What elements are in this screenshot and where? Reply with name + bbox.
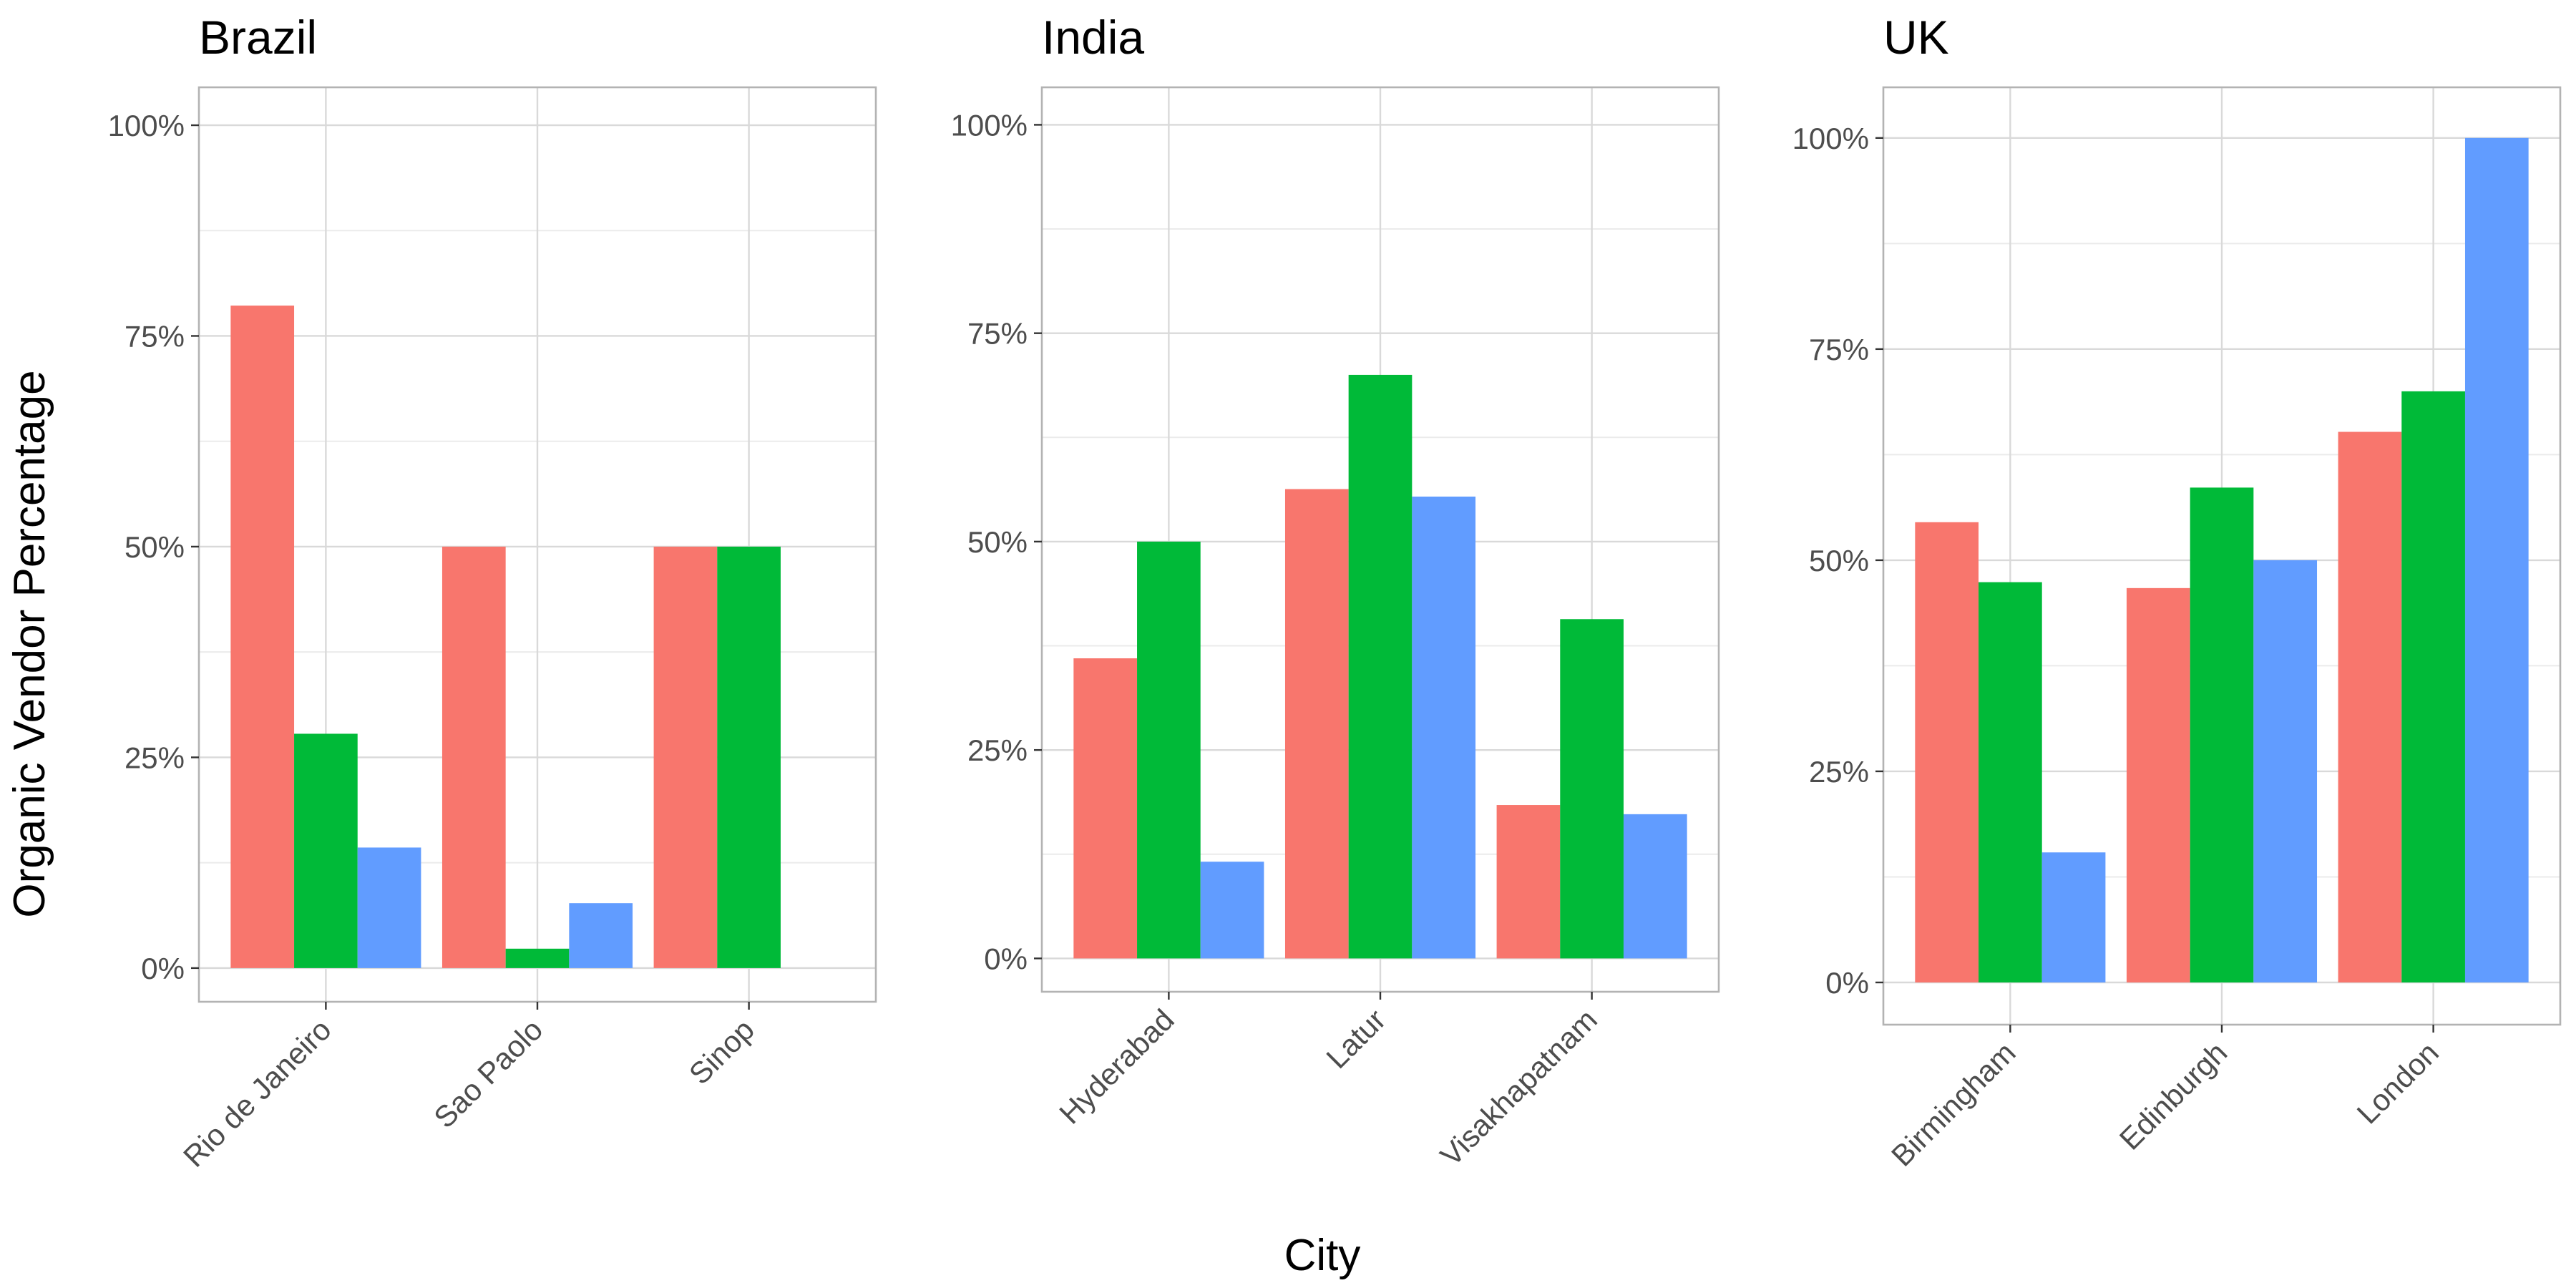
bar-visakhapatnam-s1 xyxy=(1496,805,1561,959)
y-axis-title: Organic Vendor Percentage xyxy=(5,370,54,917)
y-tick-label: 25% xyxy=(125,741,185,774)
bar-london-s2 xyxy=(2401,391,2465,982)
x-tick-label: Rio de Janeiro xyxy=(177,1013,338,1174)
bar-hyderabad-s3 xyxy=(1200,862,1264,959)
bar-birmingham-s1 xyxy=(1915,522,1979,982)
y-tick-label: 50% xyxy=(1809,544,1869,577)
x-axis-title: City xyxy=(1284,1231,1361,1280)
panels: Brazil 0% 25% 50% 75% 100% Rio de Janeiro Sao P… xyxy=(108,11,2562,1174)
bar-rio-de-janeiro-s1 xyxy=(230,306,295,968)
y-tick-label: 25% xyxy=(967,733,1028,767)
bar-london-s3 xyxy=(2464,137,2529,982)
panel-title: India xyxy=(1042,11,1144,64)
panel-india: India 0% 25% 50% 75% 100% Hyderabad Latur Visakh… xyxy=(951,11,1720,1173)
x-tick-label: Birmingham xyxy=(1885,1035,2022,1173)
bar-hyderabad-s2 xyxy=(1137,541,1201,959)
bar-rio-de-janeiro-s3 xyxy=(357,847,421,968)
y-tick-label: 25% xyxy=(1809,755,1869,789)
bar-sao-paolo-s2 xyxy=(505,948,570,968)
x-tick-label: London xyxy=(2351,1035,2445,1130)
panel-title: UK xyxy=(1883,11,1949,64)
y-tick-label: 0% xyxy=(984,942,1028,975)
bar-visakhapatnam-s2 xyxy=(1560,619,1624,959)
y-tick-label: 100% xyxy=(1792,122,1869,155)
x-tick-label: Latur xyxy=(1319,1002,1392,1075)
y-tick-label: 0% xyxy=(141,952,185,985)
x-tick-label: Edinburgh xyxy=(2113,1035,2234,1156)
panel-title: Brazil xyxy=(199,11,317,64)
bar-hyderabad-s1 xyxy=(1073,658,1138,959)
bar-edinburgh-s1 xyxy=(2126,587,2190,982)
bar-sao-paolo-s3 xyxy=(569,903,633,968)
bar-latur-s2 xyxy=(1348,374,1413,959)
y-tick-label: 0% xyxy=(1825,966,1869,1000)
bar-edinburgh-s2 xyxy=(2190,487,2254,982)
bar-sao-paolo-s1 xyxy=(441,546,506,968)
bar-sinop-s1 xyxy=(653,546,718,968)
panel-brazil: Brazil 0% 25% 50% 75% 100% Rio de Janeiro Sao P… xyxy=(108,11,877,1174)
bar-birmingham-s3 xyxy=(2041,852,2106,982)
y-tick-label: 50% xyxy=(967,525,1028,559)
x-tick-label: Hyderabad xyxy=(1053,1002,1181,1131)
y-tick-label: 75% xyxy=(125,319,185,353)
x-tick-label: Sinop xyxy=(683,1013,761,1091)
y-tick-label: 50% xyxy=(125,530,185,564)
y-tick-label: 100% xyxy=(108,109,185,142)
bar-birmingham-s2 xyxy=(1979,582,2042,982)
bar-latur-s1 xyxy=(1284,489,1349,959)
x-tick-label: Sao Paolo xyxy=(427,1013,549,1134)
panel-uk: UK 0% 25% 50% 75% 100% Birmingham Edinburgh Lond… xyxy=(1792,11,2562,1173)
x-tick-label: Visakhapatnam xyxy=(1434,1002,1604,1172)
bar-sinop-s2 xyxy=(717,546,781,968)
y-tick-label: 100% xyxy=(951,108,1028,142)
y-tick-label: 75% xyxy=(967,317,1028,351)
bar-edinburgh-s3 xyxy=(2253,560,2318,982)
bar-latur-s3 xyxy=(1412,497,1476,959)
bar-london-s1 xyxy=(2338,431,2402,982)
bar-rio-de-janeiro-s2 xyxy=(294,733,358,968)
y-tick-label: 75% xyxy=(1809,333,1869,366)
bar-visakhapatnam-s3 xyxy=(1623,814,1687,959)
